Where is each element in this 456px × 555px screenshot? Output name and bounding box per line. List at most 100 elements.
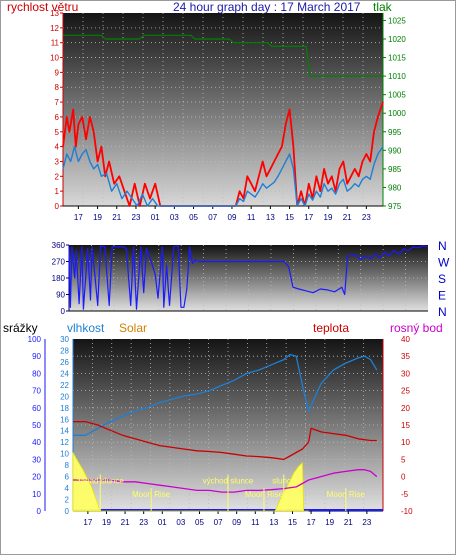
temperature-axis-tick-label: 30 xyxy=(401,369,410,378)
annotation-label: Moon Rise xyxy=(245,490,284,499)
x-axis-tick-label: 23 xyxy=(362,213,371,222)
temperature-axis-tick-label: -5 xyxy=(401,490,409,499)
pressure-axis-label: tlak xyxy=(373,0,392,14)
humidity-axis-tick-label: 8 xyxy=(65,461,70,470)
direction-axis-tick-label: 180 xyxy=(52,274,66,283)
solar-area xyxy=(72,452,309,512)
wind-axis-tick-label: 9 xyxy=(55,68,60,77)
temperature-axis-tick-label: 40 xyxy=(401,335,410,344)
pressure-axis-tick-label: 975 xyxy=(388,202,402,211)
x-axis-tick-label: 21 xyxy=(112,213,121,222)
wind-axis-tick-label: 7 xyxy=(55,98,60,107)
wind-axis-tick-label: 13 xyxy=(50,9,59,18)
humidity-axis-tick-label: 26 xyxy=(60,358,69,367)
direction-axis-tick-label: 270 xyxy=(52,258,66,267)
x-axis-tick-label: 17 xyxy=(83,518,92,527)
pressure-axis-tick-label: 1015 xyxy=(388,54,406,63)
humidity-axis-tick-label: 2 xyxy=(65,496,70,505)
x-axis-tick-label: 01 xyxy=(158,518,167,527)
precip-axis-tick-label: 0 xyxy=(37,507,42,516)
pressure-line xyxy=(63,34,383,77)
wind-axis-label: rychlost větru xyxy=(7,0,79,14)
annotation-label: slunce xyxy=(272,476,296,485)
pressure-axis-tick-label: 990 xyxy=(388,146,402,155)
x-axis-tick-label: 19 xyxy=(93,213,102,222)
temperature-axis-tick-label: -10 xyxy=(401,507,413,516)
x-axis-tick-label: 13 xyxy=(269,518,278,527)
x-axis-tick-label: 09 xyxy=(232,518,241,527)
humidity-axis-tick-label: 30 xyxy=(60,335,69,344)
solar-axis-label: Solar xyxy=(119,321,148,335)
x-axis-tick-label: 03 xyxy=(170,213,179,222)
compass-label: S xyxy=(438,272,446,286)
wind-axis-tick-label: 12 xyxy=(50,24,59,33)
x-axis-tick-label: 23 xyxy=(362,518,371,527)
pressure-axis-tick-label: 1005 xyxy=(388,91,406,100)
x-axis-tick-label: 19 xyxy=(324,213,333,222)
compass-label: W xyxy=(438,256,450,270)
dewpoint-line xyxy=(73,469,378,493)
x-axis-tick-label: 11 xyxy=(247,213,256,222)
wind-direction-line xyxy=(68,245,429,310)
x-axis-tick-label: 15 xyxy=(288,518,297,527)
precip-axis-tick-label: 40 xyxy=(32,438,41,447)
wind-gust-line xyxy=(62,101,384,207)
x-axis-tick-label: 21 xyxy=(343,213,352,222)
x-axis-tick-label: 15 xyxy=(285,213,294,222)
precip-axis-tick-label: 10 xyxy=(32,490,41,499)
precip-axis-tick-label: 70 xyxy=(32,387,41,396)
wind-axis-tick-label: 1 xyxy=(55,187,60,196)
temperature-line xyxy=(73,420,377,461)
wind-pressure-chart: 0123456789101112139759809859909951000100… xyxy=(50,9,406,222)
pressure-axis-tick-label: 1020 xyxy=(388,35,406,44)
pressure-axis-tick-label: 1025 xyxy=(388,16,406,25)
x-axis-tick-label: 13 xyxy=(266,213,275,222)
annotation-label: Moon Rise xyxy=(132,490,171,499)
wind-axis-tick-label: 11 xyxy=(51,39,60,48)
x-axis-tick-label: 11 xyxy=(251,518,260,527)
pressure-axis-tick-label: 980 xyxy=(388,183,402,192)
humidity-axis-tick-label: 16 xyxy=(60,415,69,424)
precip-axis-tick-label: 20 xyxy=(32,473,41,482)
x-axis-tick-label: 17 xyxy=(307,518,316,527)
humidity-axis-tick-label: 12 xyxy=(60,438,69,447)
x-axis-tick-label: 07 xyxy=(208,213,217,222)
pressure-axis-tick-label: 1010 xyxy=(388,72,406,81)
humidity-axis-tick-label: 0 xyxy=(65,507,70,516)
humidity-line xyxy=(73,353,378,436)
humidity-axis-tick-label: 28 xyxy=(60,346,69,355)
temperature-axis-tick-label: 0 xyxy=(401,473,406,482)
dewpoint-axis-label: rosný bod xyxy=(390,321,443,335)
x-axis-tick-label: 19 xyxy=(102,518,111,527)
x-axis-tick-label: 09 xyxy=(228,213,237,222)
wind-axis-tick-label: 10 xyxy=(50,54,59,63)
temperature-axis-label: teplota xyxy=(313,321,350,335)
temperature-axis-tick-label: 20 xyxy=(401,404,410,413)
pressure-axis-tick-label: 1000 xyxy=(388,109,406,118)
x-axis-tick-label: 21 xyxy=(344,518,353,527)
humidity-axis-tick-label: 24 xyxy=(60,369,69,378)
wind-axis-tick-label: 5 xyxy=(55,128,60,137)
x-axis-tick-label: 23 xyxy=(132,213,141,222)
precip-axis-tick-label: 90 xyxy=(32,352,41,361)
wind-axis-tick-label: 8 xyxy=(55,83,60,92)
precip-axis-label: srážky xyxy=(3,321,38,335)
x-axis-tick-label: 05 xyxy=(189,213,198,222)
x-axis-tick-label: 03 xyxy=(176,518,185,527)
pressure-axis-tick-label: 985 xyxy=(388,165,402,174)
wind-axis-tick-label: 6 xyxy=(55,113,60,122)
direction-axis-tick-label: 360 xyxy=(52,241,66,250)
compass-label: N xyxy=(438,305,447,317)
direction-axis-tick-label: 0 xyxy=(61,307,66,316)
precip-axis-tick-label: 80 xyxy=(32,369,41,378)
humidity-axis-tick-label: 10 xyxy=(60,450,69,459)
temperature-axis-tick-label: 15 xyxy=(401,421,410,430)
x-axis-tick-label: 07 xyxy=(214,518,223,527)
humidity-axis-tick-label: 14 xyxy=(60,427,69,436)
pressure-axis-tick-label: 995 xyxy=(388,128,402,137)
precip-axis-tick-label: 60 xyxy=(32,404,41,413)
humidity-axis-tick-label: 6 xyxy=(65,473,70,482)
compass-label: N xyxy=(438,239,447,253)
x-axis-tick-label: 05 xyxy=(195,518,204,527)
